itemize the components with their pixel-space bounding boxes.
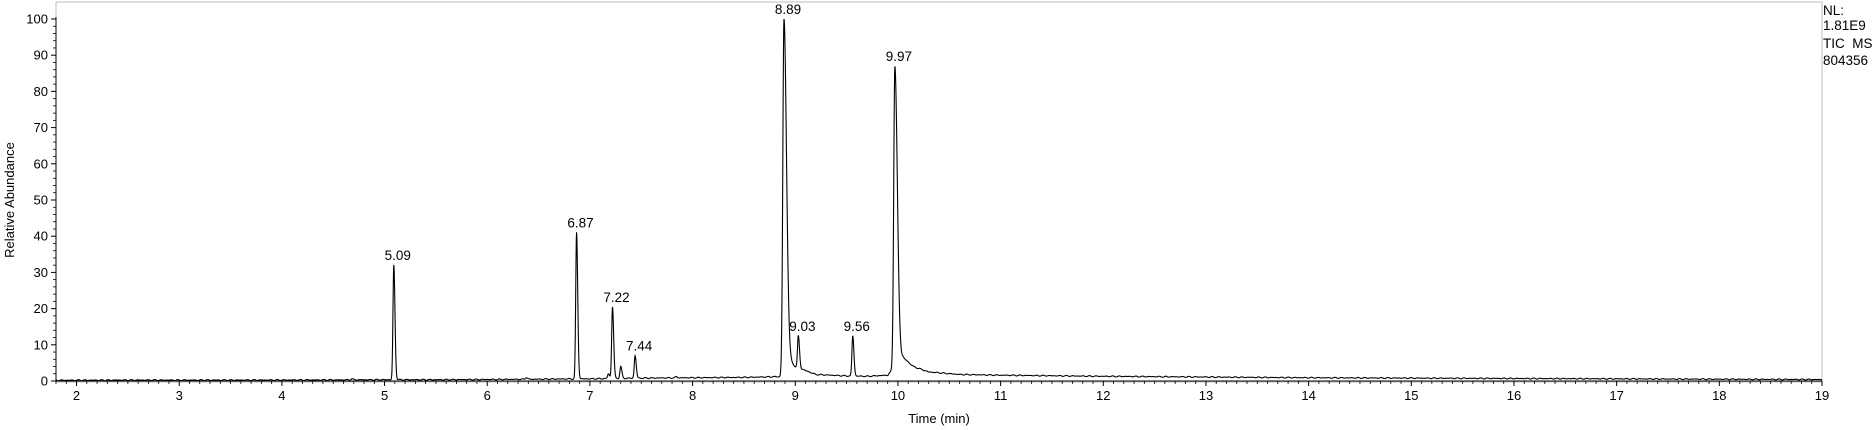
peak-label: 5.09	[385, 248, 411, 263]
peak-label: 9.56	[844, 319, 870, 334]
y-tick-label: 80	[34, 84, 48, 99]
x-tick-label: 17	[1609, 388, 1623, 403]
x-tick-label: 9	[792, 388, 799, 403]
peak-label: 9.03	[789, 319, 815, 334]
x-tick-label: 8	[689, 388, 696, 403]
x-tick-label: 16	[1507, 388, 1521, 403]
x-tick-label: 18	[1712, 388, 1726, 403]
peak-label: 7.22	[603, 290, 629, 305]
x-tick-label: 11	[994, 388, 1008, 403]
x-tick-label: 2	[73, 388, 80, 403]
y-tick-label: 20	[34, 301, 48, 316]
nl-label: NL:	[1823, 3, 1844, 18]
x-axis-label: Time (min)	[908, 411, 970, 426]
x-tick-label: 5	[381, 388, 388, 403]
x-tick-label: 4	[278, 388, 285, 403]
x-tick-label: 10	[891, 388, 905, 403]
y-tick-label: 70	[34, 120, 48, 135]
x-tick-label: 19	[1815, 388, 1829, 403]
x-tick-label: 7	[586, 388, 593, 403]
y-tick-label: 90	[34, 48, 48, 63]
y-tick-label: 60	[34, 156, 48, 171]
x-tick-label: 13	[1199, 388, 1213, 403]
peak-label: 8.89	[775, 2, 801, 17]
y-tick-label: 30	[34, 265, 48, 280]
x-tick-label: 6	[484, 388, 491, 403]
y-tick-label: 0	[41, 374, 48, 389]
x-tick-label: 14	[1301, 388, 1315, 403]
x-tick-label: 3	[176, 388, 183, 403]
y-tick-label: 40	[34, 229, 48, 244]
peak-label: 6.87	[567, 216, 593, 231]
x-axis: 2 3 4 5 6 7 8 9 10 11 12 13 14 15 16 17 18 19	[55, 380, 1829, 403]
y-axis-label: Relative Abundance	[2, 142, 17, 258]
tic-trace-line	[55, 18, 1823, 382]
nl-value: 1.81E9	[1823, 18, 1866, 33]
peak-label: 9.97	[886, 49, 912, 64]
plot-frame	[55, 1, 1823, 383]
x-tick-label: 15	[1404, 388, 1418, 403]
x-tick-label: 12	[1096, 388, 1110, 403]
y-axis: 0 10 20 30 40 50 60 70 80 90 100	[26, 12, 57, 389]
info-box: NL: 1.81E9 TIC MS 804356	[1823, 3, 1873, 68]
scan-filter: TIC MS	[1823, 36, 1873, 51]
peak-label: 7.44	[626, 339, 653, 354]
y-tick-label: 10	[34, 337, 48, 352]
peak-labels: 5.09 6.87 7.22 7.44 8.89 9.03 9.56 9.97	[385, 2, 912, 354]
y-tick-label: 50	[34, 193, 48, 208]
y-tick-label: 100	[26, 12, 48, 27]
file-id: 804356	[1823, 53, 1868, 68]
